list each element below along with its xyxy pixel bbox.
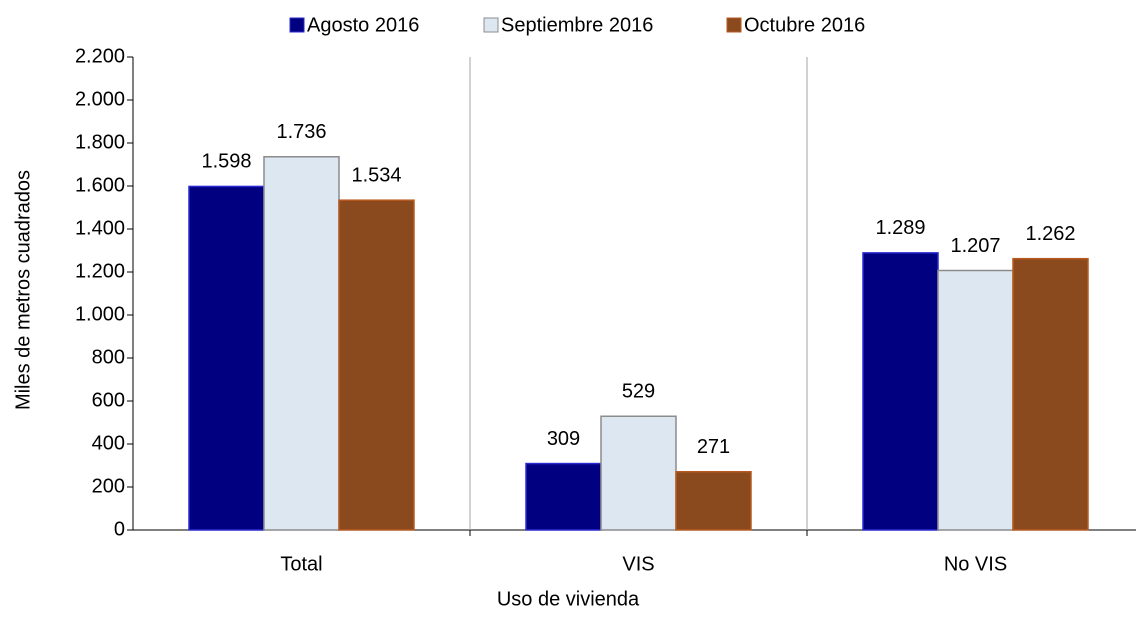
bar <box>263 156 340 531</box>
value-label: 309 <box>547 428 580 450</box>
x-axis-label: Uso de vivienda <box>497 588 640 610</box>
y-tick-label: 200 <box>92 475 125 497</box>
y-tick-label: 0 <box>114 518 125 540</box>
legend-swatch <box>289 17 305 33</box>
legend-label: Septiembre 2016 <box>501 14 653 36</box>
value-label: 1.598 <box>201 151 251 173</box>
bar <box>1012 257 1089 531</box>
value-label: 1.207 <box>950 235 1000 257</box>
legend-swatch <box>483 17 499 33</box>
y-tick-label: 600 <box>92 389 125 411</box>
value-label: 1.736 <box>276 121 326 143</box>
bar <box>600 415 677 531</box>
legend-label: Agosto 2016 <box>307 14 419 36</box>
y-tick-label: 2.200 <box>75 45 125 67</box>
y-tick-label: 1.000 <box>75 303 125 325</box>
x-tick-label: Total <box>280 553 322 575</box>
bar <box>675 470 752 531</box>
y-tick-label: 400 <box>92 432 125 454</box>
y-tick-label: 1.600 <box>75 174 125 196</box>
x-tick-label: VIS <box>622 553 654 575</box>
legend-swatch <box>726 17 742 33</box>
y-tick-label: 2.000 <box>75 88 125 110</box>
value-label: 1.289 <box>875 217 925 239</box>
value-label: 1.534 <box>351 164 401 186</box>
bar <box>338 199 415 531</box>
value-label: 271 <box>697 436 730 458</box>
bar <box>188 185 265 531</box>
y-axis-label: Miles de metros cuadrados <box>12 170 34 410</box>
bar <box>525 462 602 531</box>
y-tick-label: 1.200 <box>75 260 125 282</box>
value-label: 529 <box>622 381 655 403</box>
bar <box>862 252 939 531</box>
y-tick-label: 800 <box>92 346 125 368</box>
bar <box>937 269 1014 531</box>
legend-label: Octubre 2016 <box>744 14 865 36</box>
value-label: 1.262 <box>1025 223 1075 245</box>
x-tick-label: No VIS <box>944 553 1007 575</box>
y-tick-label: 1.800 <box>75 131 125 153</box>
y-tick-label: 1.400 <box>75 217 125 239</box>
